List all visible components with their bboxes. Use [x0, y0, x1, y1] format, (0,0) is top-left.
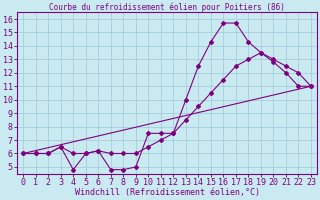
- Title: Courbe du refroidissement éolien pour Poitiers (86): Courbe du refroidissement éolien pour Po…: [49, 3, 285, 12]
- X-axis label: Windchill (Refroidissement éolien,°C): Windchill (Refroidissement éolien,°C): [75, 188, 260, 197]
